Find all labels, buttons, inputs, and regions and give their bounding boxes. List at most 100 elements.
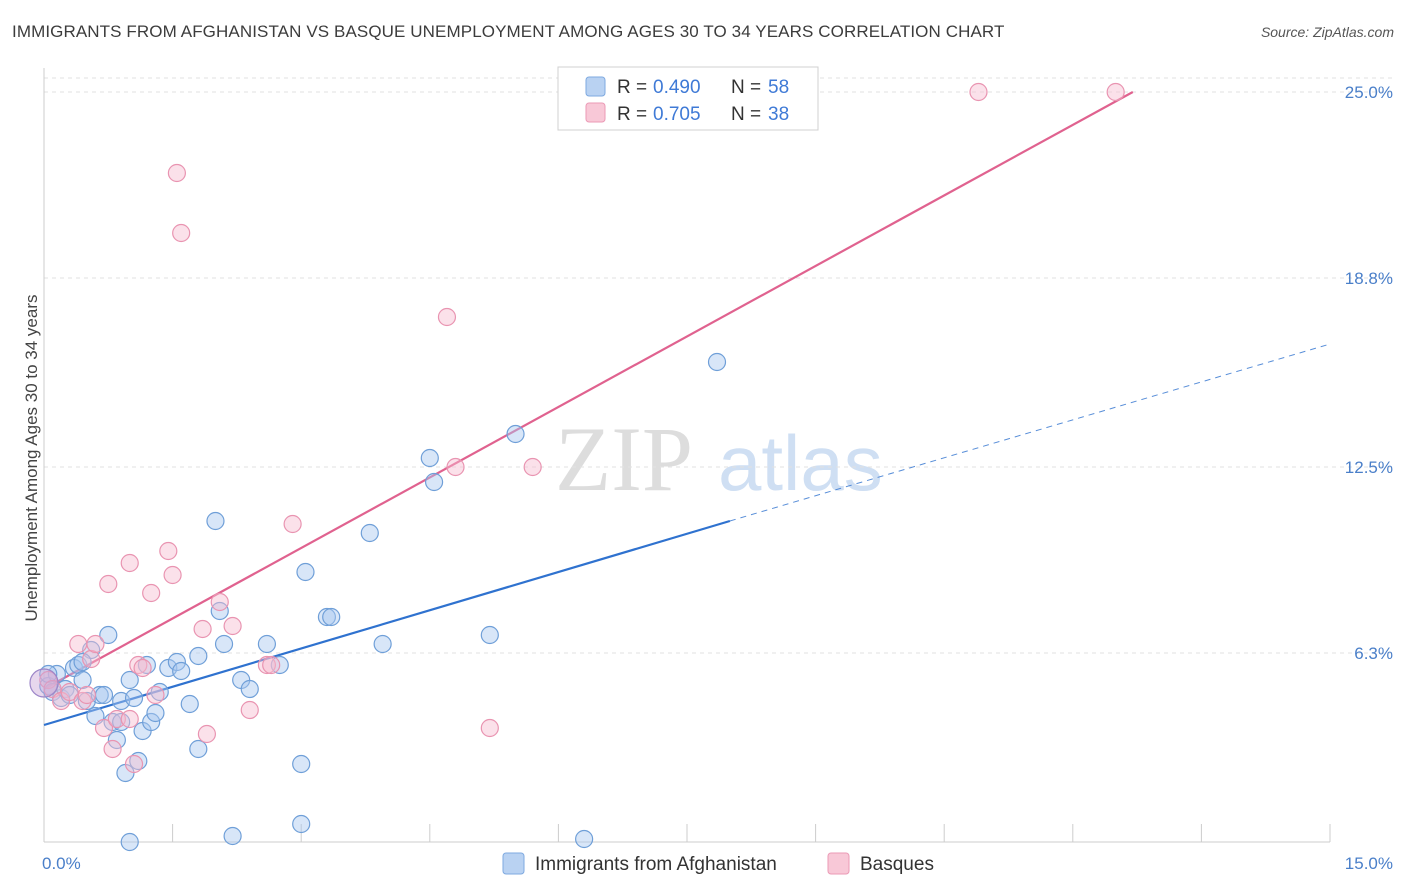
point-afghanistan	[120, 832, 139, 852]
point-basques	[480, 718, 499, 738]
point-afghanistan	[124, 688, 144, 708]
point-afghanistan	[322, 607, 341, 627]
point-basques	[197, 724, 216, 744]
point-cluster-overlap	[29, 668, 59, 698]
point-afghanistan	[99, 625, 118, 645]
legend-r-value-1: 0.490	[653, 77, 701, 98]
x-tick-label-min: 0.0%	[42, 854, 81, 873]
point-basques	[210, 592, 229, 612]
point-basques	[172, 223, 191, 243]
point-basques	[120, 709, 139, 729]
point-afghanistan	[206, 511, 225, 531]
point-basques	[223, 616, 242, 636]
point-afghanistan	[172, 661, 191, 681]
point-basques	[86, 634, 105, 654]
point-basques	[159, 541, 178, 561]
y-tick-label: 25.0%	[1345, 83, 1393, 102]
point-basques	[82, 649, 101, 669]
source-label: Source: ZipAtlas.com	[1260, 24, 1394, 40]
bottom-legend-swatch-basques	[827, 852, 850, 875]
series-legend: Immigrants from Afghanistan Basques	[502, 852, 934, 875]
point-afghanistan	[707, 352, 727, 372]
point-basques	[446, 457, 465, 477]
point-basques	[257, 655, 277, 675]
point-basques	[120, 553, 139, 573]
watermark-atlas: atlas	[718, 419, 883, 507]
point-afghanistan	[180, 694, 199, 714]
point-basques	[69, 634, 88, 654]
y-axis-title: Unemployment Among Ages 30 to 34 years	[22, 295, 41, 622]
y-tick-label: 6.3%	[1354, 644, 1393, 663]
legend-r-label-1: R =	[617, 77, 647, 98]
point-basques	[167, 163, 186, 183]
legend-swatch-basques	[585, 102, 606, 123]
point-basques	[142, 583, 161, 603]
point-afghanistan	[480, 625, 499, 645]
point-basques	[163, 565, 182, 585]
point-basques	[103, 739, 122, 759]
point-basques	[39, 670, 58, 690]
correlation-legend: R = 0.490 N = 58 R = 0.705 N = 38	[557, 66, 819, 131]
point-afghanistan	[107, 730, 126, 750]
point-afghanistan	[90, 685, 109, 705]
point-basques	[523, 457, 542, 477]
point-afghanistan	[94, 685, 114, 705]
point-basques	[146, 685, 165, 705]
point-basques	[1106, 82, 1125, 102]
point-basques	[262, 655, 281, 675]
point-afghanistan	[146, 703, 165, 723]
point-afghanistan	[317, 607, 337, 627]
point-afghanistan	[167, 652, 186, 672]
legend-n-label-2: N =	[731, 104, 761, 125]
point-basques	[94, 718, 114, 738]
point-basques	[969, 82, 988, 102]
legend-n-value-1: 58	[768, 77, 789, 98]
trend-extension-afghanistan	[729, 343, 1331, 522]
point-afghanistan	[296, 562, 315, 582]
bottom-legend-swatch-afghanistan	[502, 852, 525, 875]
y-tick-label: 18.8%	[1345, 269, 1393, 288]
point-afghanistan	[73, 670, 92, 690]
legend-swatch-afghanistan	[585, 76, 606, 97]
x-tick-label-max: 15.0%	[1345, 854, 1393, 873]
chart-title: IMMIGRANTS FROM AFGHANISTAN VS BASQUE UN…	[12, 22, 1005, 41]
point-basques	[437, 307, 457, 327]
point-afghanistan	[506, 424, 525, 444]
point-basques	[60, 682, 79, 702]
trend-line-basques	[43, 91, 1134, 690]
point-afghanistan	[292, 814, 311, 834]
point-afghanistan	[189, 739, 208, 759]
trend-line-afghanistan	[43, 519, 731, 727]
legend-r-value-2: 0.705	[653, 104, 701, 125]
point-basques	[193, 619, 212, 639]
point-basques	[133, 658, 152, 678]
point-afghanistan	[360, 523, 379, 543]
watermark-zip: ZIP	[555, 408, 693, 510]
point-basques	[107, 709, 126, 729]
point-afghanistan	[142, 712, 161, 732]
point-afghanistan	[39, 664, 58, 684]
point-afghanistan	[223, 826, 242, 846]
point-afghanistan	[292, 754, 311, 774]
legend-n-value-2: 38	[768, 104, 789, 125]
point-afghanistan	[214, 634, 234, 654]
point-afghanistan	[189, 646, 208, 666]
point-afghanistan	[420, 448, 439, 468]
point-basques	[77, 685, 96, 705]
point-afghanistan	[257, 634, 277, 654]
bottom-legend-label-basques: Basques	[860, 854, 934, 875]
y-tick-label: 12.5%	[1345, 458, 1393, 477]
legend-r-label-2: R =	[617, 104, 647, 125]
point-afghanistan	[424, 472, 444, 492]
point-basques	[99, 574, 118, 594]
point-basques	[240, 700, 259, 720]
point-afghanistan	[575, 829, 594, 849]
point-basques	[283, 514, 302, 534]
bottom-legend-label-afghanistan: Immigrants from Afghanistan	[535, 854, 777, 875]
point-basques	[124, 754, 144, 774]
legend-n-label-1: N =	[731, 77, 761, 98]
point-afghanistan	[240, 679, 259, 699]
point-afghanistan	[373, 634, 392, 654]
point-afghanistan	[120, 670, 139, 690]
